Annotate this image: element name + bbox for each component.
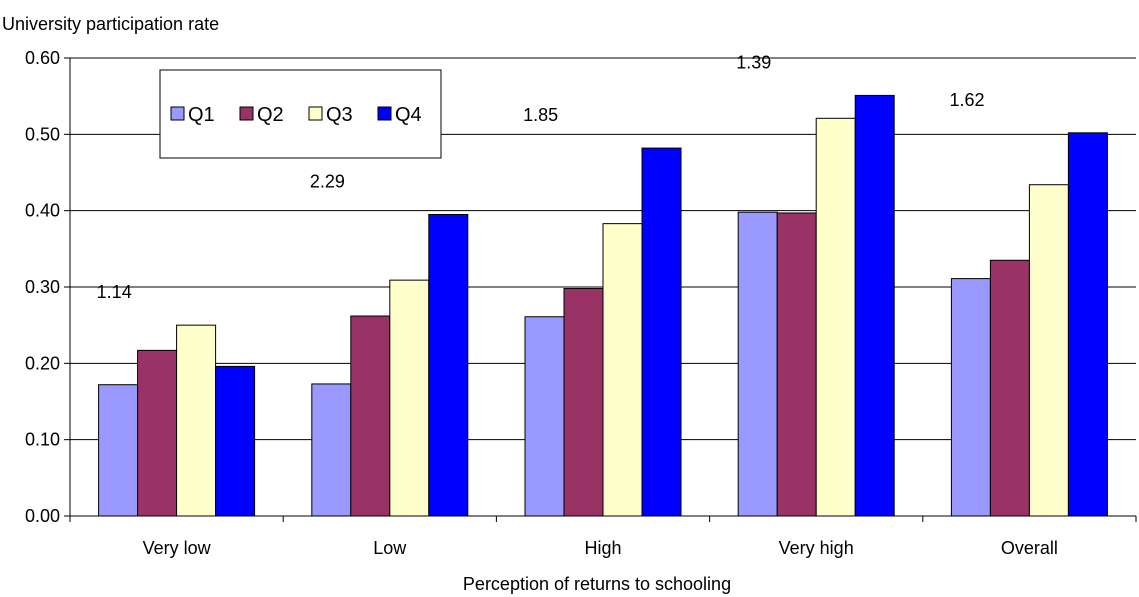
ratio-annotation: 1.85	[523, 105, 558, 125]
legend-label-q3: Q3	[326, 104, 353, 126]
legend-swatch-q2	[239, 106, 254, 121]
ratio-annotation: 1.39	[736, 52, 771, 72]
bar-q3	[815, 117, 856, 517]
x-tick-label: Very low	[143, 538, 212, 558]
legend: Q1 Q2 Q3 Q4	[159, 69, 442, 159]
ratio-annotations: 1.14 2.29 1.85 1.39 1.62	[97, 52, 985, 302]
bar-q1	[737, 211, 778, 517]
y-tick-label: 0.50	[25, 124, 60, 144]
bar-q1	[524, 316, 565, 517]
bar-q4	[641, 147, 682, 517]
bar-q2	[137, 349, 178, 517]
ratio-annotation: 1.62	[949, 90, 984, 110]
bar-q3	[1028, 184, 1069, 517]
bar-q3	[176, 324, 217, 517]
bar-q3	[389, 279, 430, 517]
legend-label-q4: Q4	[395, 104, 422, 126]
bar-q4	[428, 213, 469, 517]
x-tick-label: Overall	[1001, 538, 1058, 558]
x-tick-labels: Very low Low High Very high Overall	[143, 538, 1058, 558]
bar-q2	[989, 259, 1030, 517]
y-tick-label: 0.20	[25, 353, 60, 373]
bars	[98, 94, 1108, 517]
legend-box	[159, 69, 442, 159]
y-tick-label: 0.30	[25, 277, 60, 297]
x-tick-label: Very high	[779, 538, 854, 558]
y-tick-label: 0.10	[25, 430, 60, 450]
bar-q2	[350, 315, 391, 517]
ratio-annotation: 2.29	[310, 171, 345, 191]
legend-label-q1: Q1	[188, 104, 215, 126]
legend-swatch-q3	[308, 106, 323, 121]
bar-q1	[98, 384, 139, 517]
y-tick-label: 0.40	[25, 201, 60, 221]
axes	[64, 57, 1137, 522]
bar-q4	[215, 365, 256, 517]
x-tick-label: High	[584, 538, 621, 558]
y-tick-label: 0.00	[25, 506, 60, 526]
y-axis-title: University participation rate	[2, 14, 219, 34]
bar-q1	[950, 278, 991, 517]
x-axis-title: Perception of returns to schooling	[463, 574, 731, 594]
x-tick-label: Low	[373, 538, 407, 558]
legend-label-q2: Q2	[257, 104, 284, 126]
bar-q4	[1067, 132, 1108, 517]
legend-swatch-q4	[377, 106, 392, 121]
bar-q3	[602, 223, 643, 517]
bar-q2	[563, 288, 604, 517]
y-tick-labels: 0.00 0.10 0.20 0.30 0.40 0.50 0.60	[25, 48, 60, 526]
bar-q2	[776, 212, 817, 517]
legend-swatch-q1	[170, 106, 185, 121]
y-tick-label: 0.60	[25, 48, 60, 68]
bar-q1	[311, 383, 352, 517]
bar-q4	[854, 94, 895, 517]
ratio-annotation: 1.14	[97, 282, 132, 302]
